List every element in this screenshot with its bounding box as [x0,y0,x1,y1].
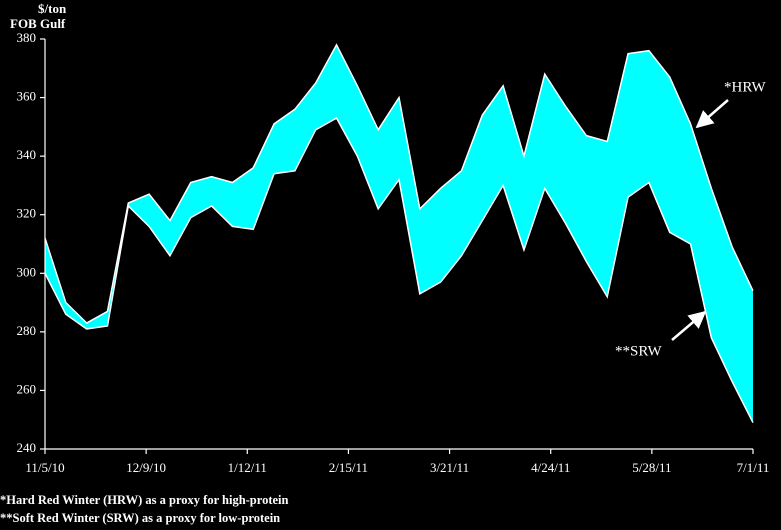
annotation-arrow [695,99,729,129]
annotation: **SRW [615,343,663,359]
x-tick-label: 12/9/10 [126,460,166,475]
annotation: *HRW [724,79,767,95]
y-axis-label: FOB Gulf [10,16,66,31]
x-tick-label: 11/5/10 [25,460,64,475]
band-fill [45,44,753,423]
annotation-arrow [671,310,707,341]
x-tick-label: 1/12/11 [228,460,267,475]
y-tick-label: 300 [17,264,37,279]
y-tick-label: 280 [17,323,37,338]
x-tick-label: 2/15/11 [329,460,368,475]
x-tick-label: 3/21/11 [430,460,469,475]
series-line [44,117,754,423]
y-tick-label: 240 [17,440,37,455]
y-tick-label: 320 [17,206,37,221]
x-tick-label: 4/24/11 [531,460,570,475]
x-tick-label: 5/28/11 [632,460,671,475]
y-tick-label: 260 [17,381,37,396]
footnote: *Hard Red Winter (HRW) as a proxy for hi… [0,493,289,507]
y-tick-label: 340 [17,147,37,162]
x-tick-label: 7/1/11 [737,460,770,475]
series-line [44,43,754,325]
y-tick-label: 380 [17,30,37,45]
y-axis-label: $/ton [38,1,67,16]
y-tick-label: 360 [17,89,37,104]
footnote: **Soft Red Winter (SRW) as a proxy for l… [0,511,280,525]
